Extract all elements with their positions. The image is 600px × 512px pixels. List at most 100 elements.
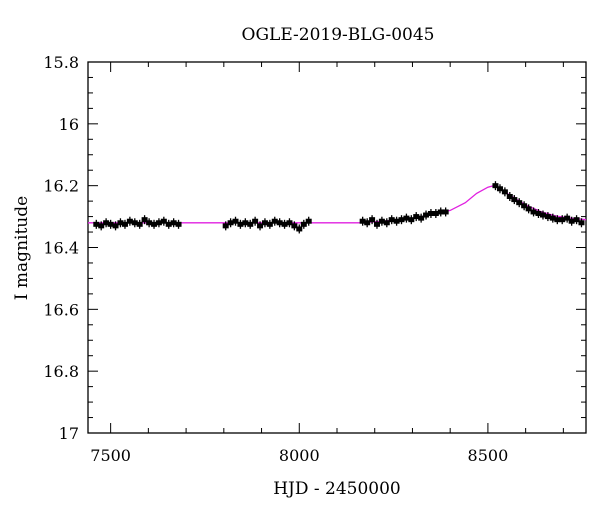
point-marker (403, 215, 410, 221)
data-point (521, 201, 528, 211)
data-point (559, 215, 566, 225)
point-marker (413, 214, 420, 220)
point-marker (568, 218, 575, 224)
data-point (232, 216, 239, 226)
data-point (373, 219, 380, 229)
y-tick-label: 15.8 (43, 53, 79, 72)
point-marker (544, 214, 551, 220)
x-tick-label: 8000 (279, 446, 320, 465)
point-marker (98, 223, 105, 229)
y-tick-label: 16 (59, 115, 79, 134)
point-marker (423, 212, 430, 218)
point-marker (393, 218, 400, 224)
point-marker (222, 223, 229, 229)
data-point (535, 208, 542, 218)
data-point (112, 221, 119, 231)
point-marker (136, 221, 143, 227)
point-marker (291, 223, 298, 229)
point-marker (549, 215, 556, 221)
point-marker (261, 220, 268, 226)
data-point (539, 210, 546, 220)
x-tick-label: 7500 (90, 446, 131, 465)
data-point (359, 216, 366, 226)
data-point (501, 187, 508, 197)
data-point (126, 216, 133, 226)
point-marker (305, 218, 312, 224)
model-curve (88, 185, 587, 224)
data-point (146, 218, 153, 228)
point-marker (525, 206, 532, 212)
data-point (107, 219, 114, 229)
y-tick-label: 16.6 (43, 300, 79, 319)
data-point (413, 212, 420, 222)
point-marker (530, 209, 537, 215)
y-axis-label: I magnitude (12, 196, 32, 300)
point-marker (437, 209, 444, 215)
data-point (252, 216, 259, 226)
point-marker (373, 221, 380, 227)
data-point (554, 215, 561, 225)
point-marker (126, 218, 133, 224)
data-point (227, 218, 234, 228)
data-point (141, 215, 148, 225)
point-marker (276, 220, 283, 226)
data-point (525, 204, 532, 214)
data-point (423, 210, 430, 220)
data-point (408, 215, 415, 225)
point-marker (252, 218, 259, 224)
data-points (93, 181, 585, 234)
point-marker (155, 220, 162, 226)
data-point (398, 215, 405, 225)
point-marker (232, 218, 239, 224)
point-marker (165, 221, 172, 227)
y-tick-label: 16.8 (43, 362, 79, 381)
point-marker (146, 220, 153, 226)
data-point (516, 198, 523, 208)
point-marker (573, 217, 580, 223)
point-marker (271, 218, 278, 224)
data-point (511, 195, 518, 205)
data-point (378, 216, 385, 226)
chart-title: OGLE-2019-BLG-0045 (242, 25, 435, 45)
y-tick-label: 16.4 (43, 239, 79, 258)
data-point (103, 218, 110, 228)
x-tick-label: 8500 (468, 446, 509, 465)
axis-ticks (88, 61, 586, 434)
point-marker (112, 223, 119, 229)
point-marker (554, 217, 561, 223)
point-marker (432, 210, 439, 216)
data-point (437, 207, 444, 217)
data-point (286, 218, 293, 228)
point-marker (408, 217, 415, 223)
data-point (432, 208, 439, 218)
point-marker (516, 200, 523, 206)
point-marker (369, 217, 376, 223)
data-point (98, 221, 105, 231)
point-marker (286, 220, 293, 226)
point-marker (383, 220, 390, 226)
point-marker (521, 203, 528, 209)
point-marker (564, 215, 571, 221)
y-tick-label: 16.2 (43, 177, 79, 196)
data-point (418, 213, 425, 223)
y-tick-label: 17 (59, 424, 79, 443)
data-point (291, 221, 298, 231)
data-point (578, 218, 585, 228)
data-point (170, 218, 177, 228)
data-point (276, 218, 283, 228)
data-point (165, 219, 172, 229)
point-marker (227, 220, 234, 226)
point-marker (266, 221, 273, 227)
data-point (247, 219, 254, 229)
data-point (296, 224, 303, 234)
data-point (222, 221, 229, 231)
point-marker (388, 217, 395, 223)
data-point (364, 218, 371, 228)
data-point (242, 218, 249, 228)
data-point (155, 218, 162, 228)
point-marker (364, 220, 371, 226)
point-marker (103, 220, 110, 226)
point-marker (559, 217, 566, 223)
point-marker (141, 217, 148, 223)
data-point (442, 207, 449, 217)
